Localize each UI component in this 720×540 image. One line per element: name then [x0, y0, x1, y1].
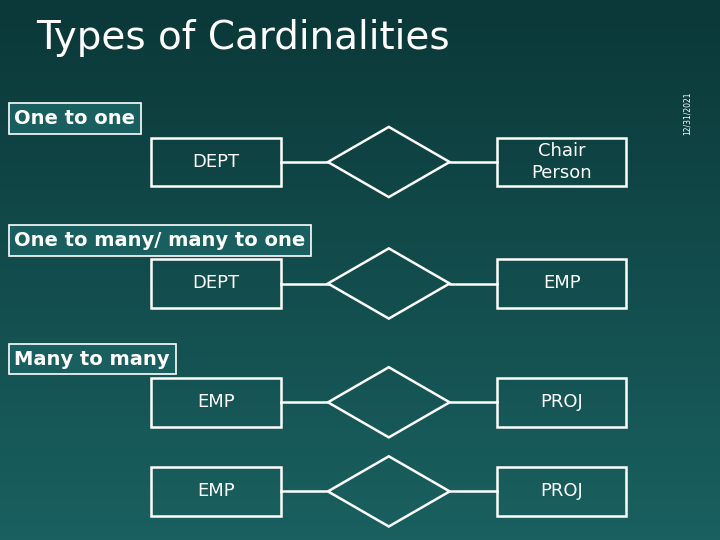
- Text: DEPT: DEPT: [192, 153, 240, 171]
- Text: Many to many: Many to many: [14, 349, 170, 369]
- Text: PROJ: PROJ: [540, 393, 583, 411]
- Text: DEPT: DEPT: [192, 274, 240, 293]
- Text: EMP: EMP: [197, 393, 235, 411]
- Text: Chair
Person: Chair Person: [531, 142, 592, 182]
- Text: One to one: One to one: [14, 109, 135, 129]
- Text: 12/31/2021: 12/31/2021: [683, 92, 692, 135]
- Text: PROJ: PROJ: [540, 482, 583, 501]
- Text: One to many/ many to one: One to many/ many to one: [14, 231, 306, 250]
- Text: EMP: EMP: [543, 274, 580, 293]
- Text: EMP: EMP: [197, 482, 235, 501]
- Text: Types of Cardinalities: Types of Cardinalities: [36, 19, 449, 57]
